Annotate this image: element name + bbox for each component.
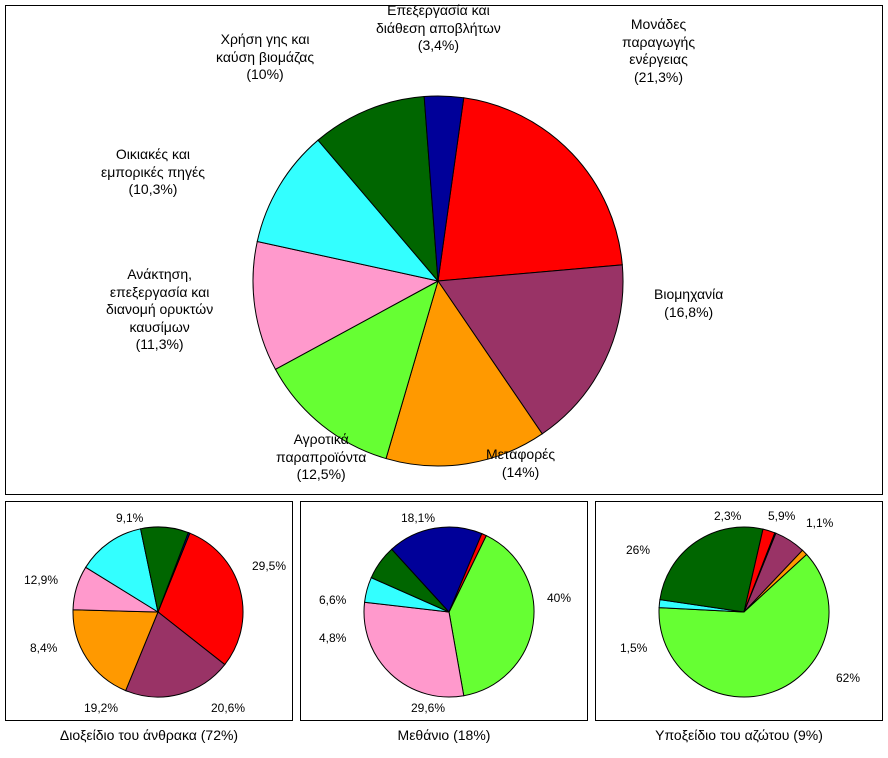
pie-slice-label: Οικιακές και εμπορικές πηγές (10,3%) (101, 146, 205, 199)
sub-pie-panel-1: 40% 29,6% 4,8% 6,6% 18,1% (300, 501, 588, 721)
main-pie-svg (6, 6, 884, 496)
pie-slice-label: 29,5% (252, 560, 286, 572)
pie-slice-label: Μονάδες παραγωγής ενέργειας (21,3%) (622, 16, 695, 86)
pie-slice-label: Ανάκτηση, επεξεργασία και διανομή ορυκτώ… (106, 266, 213, 354)
pie-slice-label: 40% (547, 592, 571, 604)
pie-slice-label: 18,1% (401, 512, 435, 524)
pie-slice-label: Επεξεργασία και διάθεση αποβλήτων (3,4%) (376, 2, 501, 55)
pie-slice-label: 20,6% (211, 702, 245, 714)
pie-slice-label: 2,3% (714, 510, 741, 522)
pie-slice-label: 5,9% (768, 510, 795, 522)
pie-slice-label: 6,6% (319, 594, 346, 606)
sub-chart-2: 5,9% 1,1% 62% 1,5% 26% 2,3% Υποξείδιο του αζώ… (595, 501, 883, 743)
pie-slice-label: 9,1% (116, 512, 143, 524)
chart-page: Μονάδες παραγωγής ενέργειας (21,3%) Βιομη… (0, 5, 888, 743)
sub-chart-0: 29,5% 20,6% 19,2% 8,4% 12,9% 9,1% Διοξείδιο τ… (5, 501, 293, 743)
sub-caption-2: Υποξείδιο του αζώτου (9%) (595, 727, 883, 743)
sub-caption-0: Διοξείδιο του άνθρακα (72%) (5, 727, 293, 743)
sub-pie-panel-0: 29,5% 20,6% 19,2% 8,4% 12,9% 9,1% (5, 501, 293, 721)
pie-slice-label: 12,9% (24, 574, 58, 586)
pie-slice-label: Βιομηχανία (16,8%) (654, 286, 723, 321)
pie-slice-label: Αγροτικά παραπροϊόντα (12,5%) (276, 431, 366, 484)
sub-charts-row: 29,5% 20,6% 19,2% 8,4% 12,9% 9,1% Διοξείδιο τ… (5, 501, 883, 743)
pie-slice-label: 8,4% (30, 642, 57, 654)
pie-slice-label: Μεταφορές (14%) (486, 446, 555, 481)
sub-pie-svg-2 (596, 502, 884, 722)
sub-pie-svg-1 (301, 502, 589, 722)
main-pie-panel: Μονάδες παραγωγής ενέργειας (21,3%) Βιομη… (5, 5, 883, 495)
pie-slice-label: Χρήση γης και καύση βιομάζας (10%) (216, 31, 314, 84)
pie-slice (364, 602, 464, 697)
pie-slice-label: 19,2% (84, 702, 118, 714)
pie-slice-label: 62% (836, 672, 860, 684)
pie-slice (438, 98, 622, 281)
pie-slice-label: 29,6% (411, 702, 445, 714)
pie-slice-label: 26% (626, 544, 650, 556)
sub-pie-panel-2: 5,9% 1,1% 62% 1,5% 26% 2,3% (595, 501, 883, 721)
sub-caption-1: Μεθάνιο (18%) (300, 727, 588, 743)
pie-slice-label: 4,8% (319, 632, 346, 644)
pie-slice-label: 1,1% (806, 517, 833, 529)
pie-slice-label: 1,5% (620, 642, 647, 654)
sub-pie-svg-0 (6, 502, 294, 722)
sub-chart-1: 40% 29,6% 4,8% 6,6% 18,1% Μεθάνιο (18%) (300, 501, 588, 743)
